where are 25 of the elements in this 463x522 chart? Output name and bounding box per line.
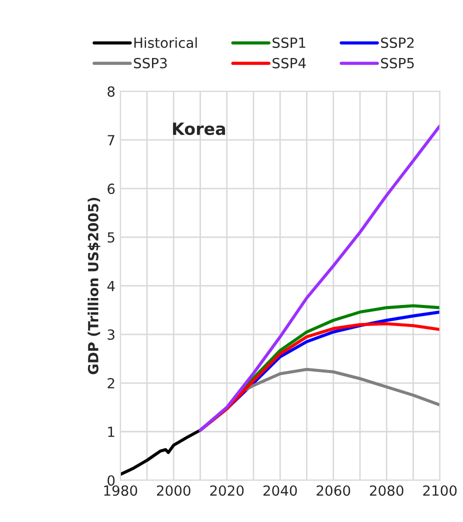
annotation: Korea	[173, 122, 226, 136]
y-tick-label: 0	[108, 475, 115, 486]
y-tick-label: 5	[108, 232, 114, 243]
x-tick-label: 1980	[104, 485, 138, 496]
y-tick-label: 3	[108, 329, 114, 340]
x-tick-label: 2100	[423, 485, 457, 496]
x-tick-label: 2000	[156, 485, 190, 496]
legend-label: Historical	[134, 37, 197, 48]
y-tick-label: 7	[108, 135, 114, 146]
legend-label: SSP3	[134, 58, 167, 68]
legend-label: SSP2	[381, 37, 414, 48]
y-tick-label: 4	[107, 280, 115, 292]
x-tick-label: 2080	[370, 485, 404, 496]
y-tick-label: 1	[108, 426, 114, 437]
y-tick-label: 8	[108, 86, 115, 97]
legend-label: SSP5	[381, 58, 414, 68]
line-series	[120, 428, 202, 476]
legend-label: SSP4	[272, 58, 306, 68]
y-tick-label: 2	[108, 378, 114, 388]
legend-label: SSP1	[272, 37, 306, 48]
x-tick-label: 2060	[316, 485, 350, 496]
y-tick-label: 6	[108, 184, 115, 194]
x-tick-label: 2020	[210, 485, 244, 496]
x-tick-label: 2040	[263, 485, 297, 496]
y-axis-title: GDP (Trillion US$2005)	[88, 198, 100, 374]
